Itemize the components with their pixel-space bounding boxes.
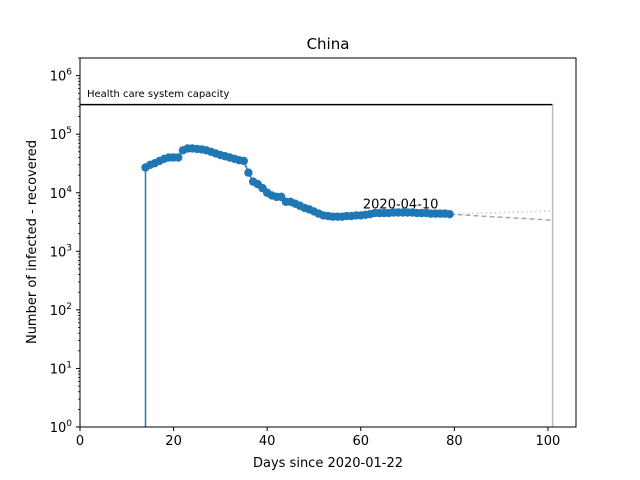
x-tick-label: 40 — [259, 434, 276, 449]
x-tick-label: 100 — [536, 434, 561, 449]
chart-title: China — [307, 35, 350, 53]
y-tick-label: 102 — [50, 302, 72, 319]
y-tick-label: 106 — [50, 68, 73, 85]
projection-line-dashed — [449, 213, 553, 221]
x-tick-label: 60 — [352, 434, 369, 449]
series-group — [141, 144, 454, 427]
y-ticks: 100 101 102 103 104 105 106 — [50, 57, 80, 436]
series-point — [239, 156, 248, 166]
y-tick-label: 101 — [50, 360, 72, 377]
x-tick-label: 20 — [165, 434, 182, 449]
plot-frame — [79, 57, 577, 428]
projection-line-dotted — [449, 210, 553, 215]
projection-group — [449, 104, 554, 427]
y-tick-label: 103 — [50, 243, 72, 260]
y-tick-label: 104 — [50, 185, 73, 202]
x-ticks: 0 20 40 60 80 100 — [76, 427, 560, 449]
x-tick-label: 80 — [446, 434, 463, 449]
x-tick-label: 0 — [76, 434, 84, 449]
plot-area — [80, 58, 576, 427]
series-point — [244, 168, 253, 177]
y-tick-label: 105 — [50, 126, 72, 143]
annotation-date: 2020-04-10 — [363, 198, 439, 213]
capacity-label: Health care system capacity — [87, 89, 229, 100]
series-point — [174, 153, 183, 162]
y-tick-label: 100 — [50, 419, 73, 436]
y-axis-label: Number of infected - recovered — [25, 140, 40, 344]
series-point — [445, 210, 454, 219]
x-axis-label: Days since 2020-01-22 — [253, 456, 403, 471]
